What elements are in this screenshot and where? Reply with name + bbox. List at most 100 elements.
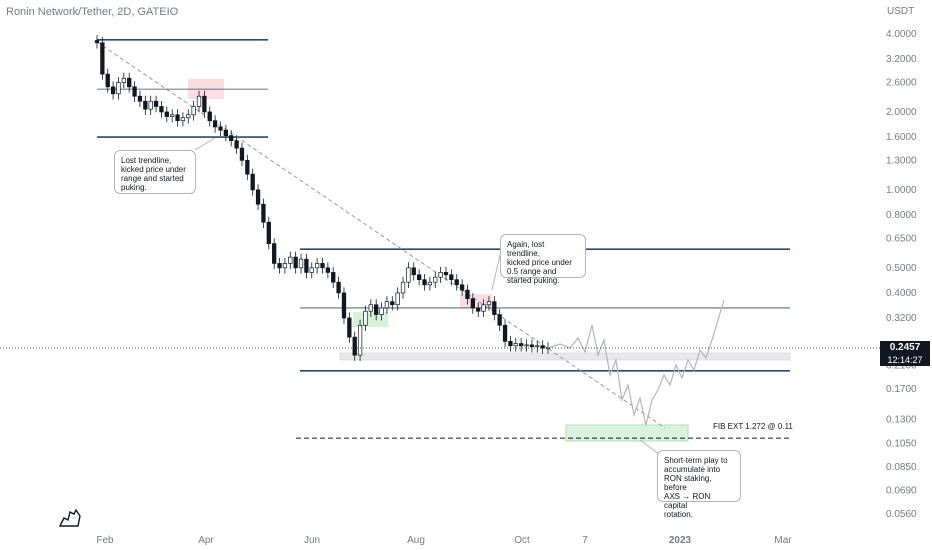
candle-body <box>476 307 481 312</box>
candle-body <box>207 111 212 122</box>
candle-body <box>347 317 352 338</box>
candle-body <box>470 298 475 309</box>
highlight-zones <box>188 79 791 442</box>
target-zone <box>565 424 689 442</box>
note3-connector <box>639 439 661 456</box>
candle-body <box>406 267 411 283</box>
candle-body <box>465 289 470 300</box>
candle-body <box>341 292 347 319</box>
candle-body <box>416 274 422 281</box>
candle-body <box>191 106 196 116</box>
candle-body <box>363 310 368 326</box>
time-axis[interactable]: Feb Apr Jun Aug Oct 7 2023 Mar <box>96 535 792 546</box>
note2-connector <box>491 254 501 291</box>
candle-body <box>175 114 180 122</box>
candle-body <box>282 263 288 269</box>
candle-body <box>298 258 304 269</box>
candle-body <box>454 279 459 286</box>
range-lines <box>97 38 790 372</box>
symbol-title[interactable]: Ronin Network/Tether, 2D, GATEIO <box>6 6 179 18</box>
candle-body <box>212 120 218 128</box>
candle-body <box>261 203 266 223</box>
candle-body <box>293 256 298 269</box>
supply-zone-2 <box>460 294 492 308</box>
x-tick-label: Feb <box>96 535 114 546</box>
currency-label: USDT <box>887 6 915 17</box>
y-tick-label: 2.0000 <box>886 107 917 118</box>
annotation-note-2[interactable]: Again, lost trendline, kicked price unde… <box>500 234 586 285</box>
annotation-note-1[interactable]: Lost trendline, kicked price under range… <box>114 150 196 194</box>
candle-body <box>239 147 245 161</box>
y-tick-label: 0.1050 <box>886 438 917 449</box>
y-tick-label: 4.0000 <box>886 29 917 40</box>
candle-body <box>153 100 159 107</box>
y-tick-label: 0.0850 <box>886 462 917 473</box>
candle-body <box>374 304 379 315</box>
candle-body <box>164 111 169 117</box>
candle-body <box>395 292 400 306</box>
candle-body <box>127 77 132 88</box>
price-axis[interactable]: 4.0000 3.2000 2.6000 2.0000 1.6000 1.3000 1.00… <box>886 29 917 520</box>
annotation-note-3[interactable]: Short-term play to accumulate into RON s… <box>657 450 741 519</box>
candle-body <box>186 114 191 119</box>
projection-path <box>547 299 725 426</box>
candles <box>94 35 551 361</box>
y-tick-label: 1.0000 <box>886 185 917 196</box>
candle-body <box>486 301 492 306</box>
candle-body <box>255 189 261 205</box>
candle-body <box>223 129 229 136</box>
y-tick-label: 3.2000 <box>886 54 917 65</box>
candle-body <box>132 86 137 97</box>
candle-body <box>121 77 126 83</box>
y-tick-label: 0.3200 <box>886 313 917 324</box>
candle-body <box>234 140 239 149</box>
y-tick-label: 0.1300 <box>886 414 917 425</box>
candle-body <box>540 345 545 349</box>
candle-body <box>94 40 100 44</box>
candle-body <box>384 301 390 309</box>
candle-body <box>325 267 331 273</box>
demand-zone <box>353 312 388 327</box>
last-price-tag: 0.2457 <box>880 341 930 354</box>
candle-body <box>288 256 293 264</box>
x-tick-label: Mar <box>774 535 792 546</box>
candle-body <box>309 267 314 273</box>
fib-ext-label: FIB EXT 1.272 @ 0.11 <box>713 422 793 431</box>
candle-body <box>148 100 153 110</box>
candle-body <box>357 324 363 356</box>
candle-body <box>433 276 438 283</box>
countdown-tag: 12:14:27 <box>880 354 930 366</box>
candle-body <box>352 336 357 356</box>
x-tick-label: 7 <box>582 535 588 546</box>
note1-connector <box>194 137 216 151</box>
candle-body <box>529 344 535 348</box>
candle-body <box>314 263 320 269</box>
support-band <box>339 352 791 361</box>
tradingview-logo-icon[interactable] <box>58 508 82 528</box>
x-tick-label: Oct <box>514 535 530 546</box>
candle-body <box>492 301 497 315</box>
y-tick-label: 1.6000 <box>886 132 917 143</box>
candle-body <box>379 307 384 315</box>
candle-body <box>438 272 443 278</box>
candle-body <box>229 135 234 141</box>
candle-body <box>116 82 121 95</box>
y-tick-label: 0.6500 <box>886 233 917 244</box>
candle-body <box>266 221 271 244</box>
candle-body <box>137 95 143 102</box>
candle-body <box>320 263 325 269</box>
candle-body <box>411 267 416 276</box>
x-tick-label: Jun <box>304 535 320 546</box>
candle-body <box>180 117 186 122</box>
x-tick-label: 2023 <box>669 535 692 546</box>
candle-body <box>459 284 465 291</box>
candle-body <box>524 344 529 347</box>
candle-body <box>272 243 277 264</box>
candle-body <box>449 274 454 281</box>
y-tick-label: 0.1700 <box>886 384 917 395</box>
candle-body <box>159 106 164 113</box>
candle-body <box>422 279 427 286</box>
candle-body <box>218 126 223 131</box>
candle-body <box>519 343 524 347</box>
